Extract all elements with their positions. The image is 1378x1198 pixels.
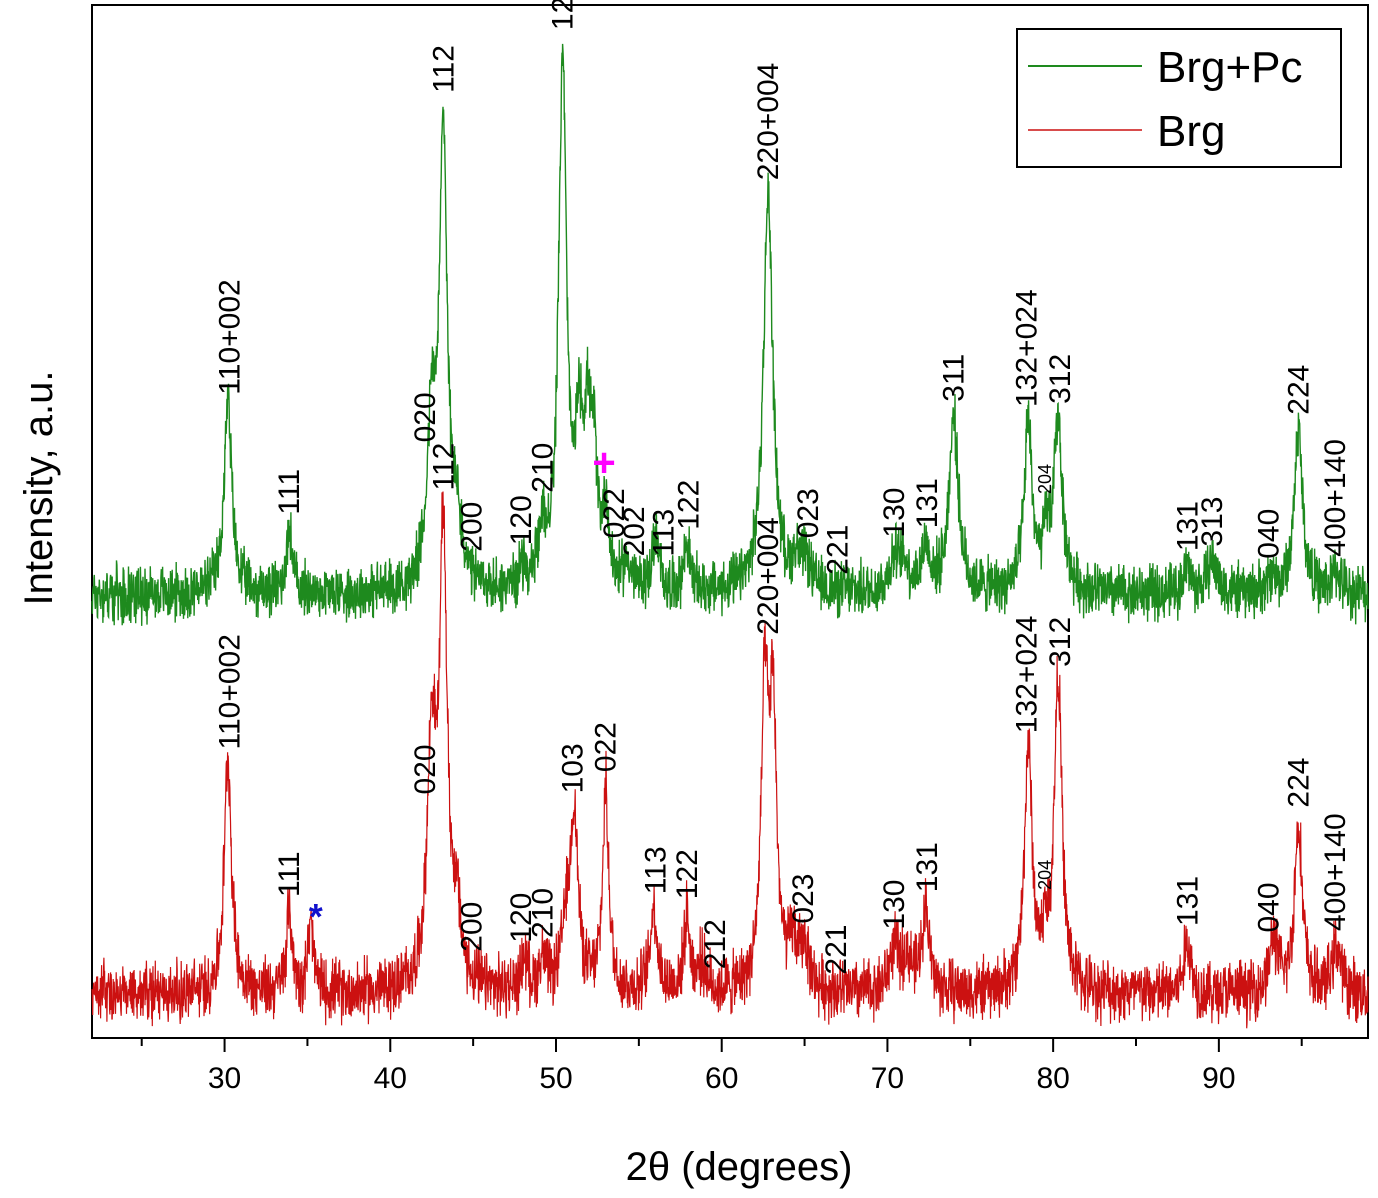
peak-label: 131: [1171, 876, 1204, 926]
x-tick-label: 90: [1202, 1062, 1235, 1095]
peak-label: 122: [673, 480, 706, 530]
peak-label: 204: [1035, 464, 1055, 494]
peak-label: 131: [911, 478, 944, 528]
x-tick-label: 40: [374, 1062, 407, 1095]
peak-label: 224: [1282, 758, 1315, 808]
x-axis-title: 2θ (degrees): [626, 1145, 853, 1189]
peak-label: 120: [505, 495, 538, 545]
peak-label: 040: [1253, 882, 1286, 932]
peak-label: 311: [938, 354, 971, 402]
marker-plus: +: [592, 441, 615, 485]
peak-label: 132+024: [1011, 616, 1044, 734]
peak-label: 110+002: [214, 279, 247, 394]
peak-label: 204: [1035, 860, 1055, 890]
plot-frame: [91, 4, 1369, 1039]
peak-label: 130: [878, 880, 911, 930]
peak-label: 130: [878, 488, 911, 538]
peak-label: 112: [427, 443, 460, 491]
traces: [91, 43, 1369, 1029]
peak-label: 113: [639, 846, 672, 894]
x-tick-label: 60: [705, 1062, 738, 1095]
peak-label: 110+002: [214, 634, 247, 749]
x-tick-label: 50: [539, 1062, 572, 1095]
peak-label: 221: [820, 925, 853, 975]
peak-label: 103: [557, 743, 590, 793]
x-axis: 30 40 50 60 70 80 90: [140, 1038, 1303, 1095]
peak-label: 220+004: [752, 517, 785, 635]
peak-label: 132+024: [1011, 289, 1044, 407]
peak-label: 122: [671, 849, 704, 899]
peak-label: 220+004: [752, 63, 785, 181]
peak-label: 111: [273, 851, 306, 897]
peak-label: 400+140: [1319, 813, 1352, 931]
y-axis-title: Intensity, a.u.: [17, 371, 61, 606]
peak-label: 212: [699, 919, 732, 969]
peak-label: 020: [409, 392, 442, 442]
peak-label: 221: [822, 525, 855, 575]
peak-label: 400+140: [1319, 439, 1352, 557]
peak-label: 312: [1044, 617, 1077, 667]
peak-label: 202: [618, 506, 651, 556]
x-tick-label: 70: [871, 1062, 904, 1095]
x-tick-label: 30: [208, 1062, 241, 1095]
peak-label: 224: [1282, 365, 1315, 415]
legend-label-brg: Brg: [1157, 107, 1225, 156]
peak-label: 200: [456, 502, 489, 552]
legend-label-brg-pc: Brg+Pc: [1157, 43, 1303, 92]
peak-label: 111: [273, 469, 306, 515]
legend-box: [1016, 28, 1342, 168]
series-line-brg-pc: [91, 43, 1369, 626]
peak-label: 121: [547, 0, 580, 30]
legend: Brg+Pc Brg: [1016, 28, 1342, 168]
peak-label: 112: [427, 45, 460, 93]
peak-label: 131: [1171, 501, 1204, 551]
peak-label: 040: [1253, 509, 1286, 559]
peak-label: 210: [527, 443, 560, 493]
peak-label: 312: [1044, 354, 1077, 404]
x-tick-label: 80: [1036, 1062, 1069, 1095]
peak-label: 200: [456, 902, 489, 952]
peak-label: 210: [527, 888, 560, 938]
marker-asterisk: *: [309, 896, 323, 937]
peak-label: 131: [911, 842, 944, 892]
peak-label: 022: [598, 488, 631, 538]
peak-label: 113: [648, 509, 681, 557]
peak-label: 022: [590, 722, 623, 772]
peak-label: 023: [792, 488, 825, 538]
peak-label: 023: [787, 874, 820, 924]
series-line-brg: [91, 491, 1369, 1029]
peak-label: 120: [505, 893, 538, 943]
peak-label: 313: [1196, 497, 1229, 547]
peak-label: 020: [409, 744, 442, 794]
